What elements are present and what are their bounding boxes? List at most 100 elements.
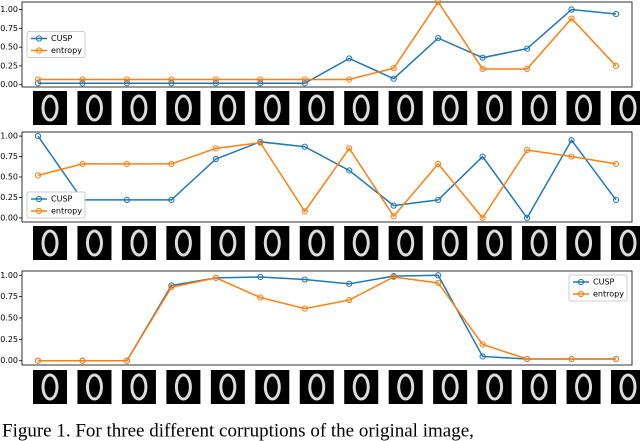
legend-label: CUSP	[51, 34, 73, 43]
point	[346, 145, 353, 152]
point	[257, 80, 264, 87]
point	[568, 355, 575, 363]
point	[612, 10, 620, 18]
y-tick-label: 0.50	[0, 173, 18, 182]
y-tick-label: 0.75	[0, 24, 18, 33]
point	[435, 196, 442, 204]
point	[168, 76, 175, 83]
point	[301, 76, 308, 83]
digit-stroke	[352, 229, 370, 257]
point	[168, 196, 175, 204]
digit-stroke	[575, 373, 593, 401]
digit-stroke	[441, 94, 459, 122]
legend-label: entropy	[593, 290, 624, 299]
point	[523, 355, 531, 363]
point	[301, 80, 308, 87]
digit-stroke	[174, 229, 192, 257]
digit-stroke	[308, 373, 326, 401]
point	[257, 273, 264, 281]
point	[123, 357, 131, 364]
point	[346, 167, 353, 174]
point	[346, 280, 353, 287]
y-tick-label: 1.00	[0, 271, 18, 280]
legend-marker	[35, 207, 43, 215]
point	[390, 202, 397, 209]
digit-stroke	[352, 373, 370, 401]
point	[612, 160, 620, 168]
point	[34, 172, 42, 179]
point	[79, 160, 86, 168]
y-tick-label: 1.00	[0, 132, 18, 141]
point	[346, 55, 353, 62]
point	[479, 214, 486, 222]
point	[212, 76, 219, 83]
point	[79, 76, 86, 83]
point	[435, 0, 442, 6]
point	[168, 80, 175, 87]
plot-frame	[21, 270, 633, 366]
point	[523, 146, 531, 154]
digit-stroke	[219, 373, 237, 401]
digit-stroke	[441, 373, 459, 401]
legend-marker	[577, 290, 585, 298]
point	[479, 153, 486, 160]
series-line	[37, 135, 617, 220]
y-tick-label: 0.50	[0, 314, 18, 323]
point	[212, 80, 219, 87]
y-tick-label: 0.25	[0, 335, 18, 344]
y-tick-label: 0.00	[0, 213, 18, 222]
y-tick-label: 0.50	[0, 43, 18, 52]
point	[257, 139, 264, 146]
point	[301, 276, 308, 283]
digit-stroke	[486, 94, 504, 122]
point	[34, 80, 42, 87]
point	[123, 196, 131, 204]
point	[34, 357, 42, 364]
digit-stroke	[41, 373, 59, 401]
point	[79, 80, 86, 87]
caption: Figure 1. For three different corruption…	[2, 420, 474, 441]
point	[435, 35, 442, 42]
series-line	[38, 8, 617, 84]
digit-stroke	[397, 229, 415, 257]
point	[34, 76, 42, 83]
point	[435, 279, 442, 287]
digit-stroke	[263, 229, 281, 257]
digit-stroke	[575, 229, 593, 257]
point	[390, 273, 397, 281]
y-tick-label: 0.25	[0, 193, 18, 202]
digit-stroke	[130, 373, 148, 401]
digit-stroke	[174, 94, 192, 122]
series-line	[37, 141, 617, 220]
point	[212, 145, 219, 152]
point	[346, 296, 353, 304]
point	[168, 160, 175, 168]
point	[435, 272, 442, 279]
point	[257, 76, 264, 83]
point	[479, 341, 486, 348]
digit-stroke	[397, 373, 415, 401]
series-line	[38, 0, 617, 81]
digit-stroke	[130, 94, 148, 122]
point	[390, 75, 397, 82]
point	[79, 357, 86, 364]
digit-stroke	[219, 229, 237, 257]
point	[568, 137, 575, 144]
digit-stroke	[397, 94, 415, 122]
point	[123, 80, 131, 87]
digit-stroke	[41, 229, 59, 257]
legend-marker	[35, 47, 43, 54]
digit-stroke	[308, 229, 326, 257]
legend-label: entropy	[51, 207, 82, 216]
digit-stroke	[530, 229, 548, 257]
plot-frame	[21, 1, 633, 88]
point	[346, 76, 353, 83]
y-tick-label: 0.00	[0, 356, 18, 365]
point	[301, 208, 308, 215]
y-tick-label: 0.00	[0, 80, 18, 89]
point	[301, 143, 308, 150]
digit-stroke	[619, 373, 637, 401]
legend-label: entropy	[51, 46, 82, 55]
point	[123, 160, 131, 168]
